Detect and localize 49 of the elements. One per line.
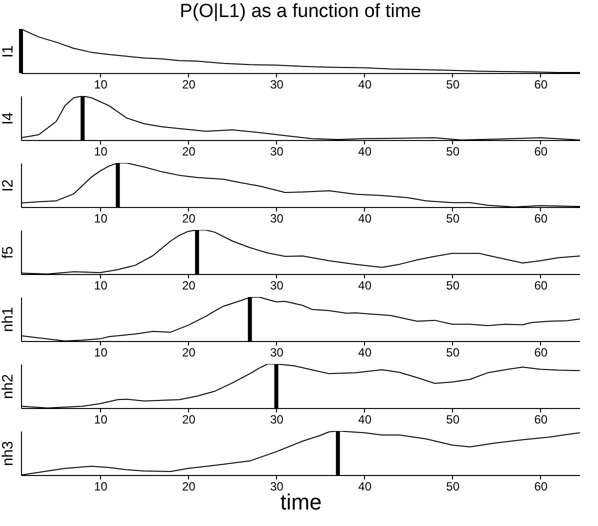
x-tick-label: 30 (270, 144, 284, 158)
y-axis-title: I4 (0, 112, 16, 125)
x-tick-label: 30 (270, 346, 284, 360)
x-tick-label: 50 (446, 144, 460, 158)
x-tick-label: 40 (358, 480, 372, 494)
x-tick-label: 20 (182, 144, 196, 158)
x-tick-label: 50 (446, 212, 460, 226)
x-tick-label: 50 (446, 278, 460, 292)
y-axis-title: I1 (0, 45, 16, 58)
x-tick-label: 30 (270, 412, 284, 426)
x-tick-label: 20 (182, 78, 196, 92)
x-tick-label: 40 (358, 412, 372, 426)
y-axis-title: nh3 (0, 440, 16, 466)
x-tick-label: 50 (446, 346, 460, 360)
x-tick-label: 60 (534, 78, 548, 92)
x-tick-label: 50 (446, 480, 460, 494)
x-tick-label: 60 (534, 144, 548, 158)
x-tick-label: 10 (94, 144, 108, 158)
x-tick-label: 60 (534, 346, 548, 360)
y-axis-title: f5 (0, 246, 16, 259)
x-tick-label: 10 (94, 346, 108, 360)
y-axis-title: I2 (0, 179, 16, 192)
x-tick-label: 20 (182, 212, 196, 226)
x-tick-label: 30 (270, 278, 284, 292)
x-tick-label: 10 (94, 412, 108, 426)
x-tick-label: 40 (358, 278, 372, 292)
x-tick-label: 60 (534, 480, 548, 494)
x-tick-label: 10 (94, 278, 108, 292)
y-axis-title: nh1 (0, 306, 16, 332)
x-tick-label: 40 (358, 346, 372, 360)
x-tick-label: 30 (270, 78, 284, 92)
chart-title: P(O|L1) as a function of time (180, 1, 422, 22)
x-tick-label: 40 (358, 144, 372, 158)
x-tick-label: 10 (94, 480, 108, 494)
y-axis-title: nh2 (0, 374, 16, 400)
x-tick-label: 40 (358, 212, 372, 226)
x-tick-label: 20 (182, 346, 196, 360)
x-tick-label: 20 (182, 480, 196, 494)
x-tick-label: 30 (270, 212, 284, 226)
x-tick-label: 60 (534, 412, 548, 426)
x-tick-label: 40 (358, 78, 372, 92)
x-tick-label: 50 (446, 78, 460, 92)
x-tick-label: 60 (534, 212, 548, 226)
x-tick-label: 50 (446, 412, 460, 426)
x-tick-label: 10 (94, 78, 108, 92)
x-tick-label: 20 (182, 412, 196, 426)
x-tick-label: 20 (182, 278, 196, 292)
x-tick-label: 10 (94, 212, 108, 226)
x-tick-label: 60 (534, 278, 548, 292)
